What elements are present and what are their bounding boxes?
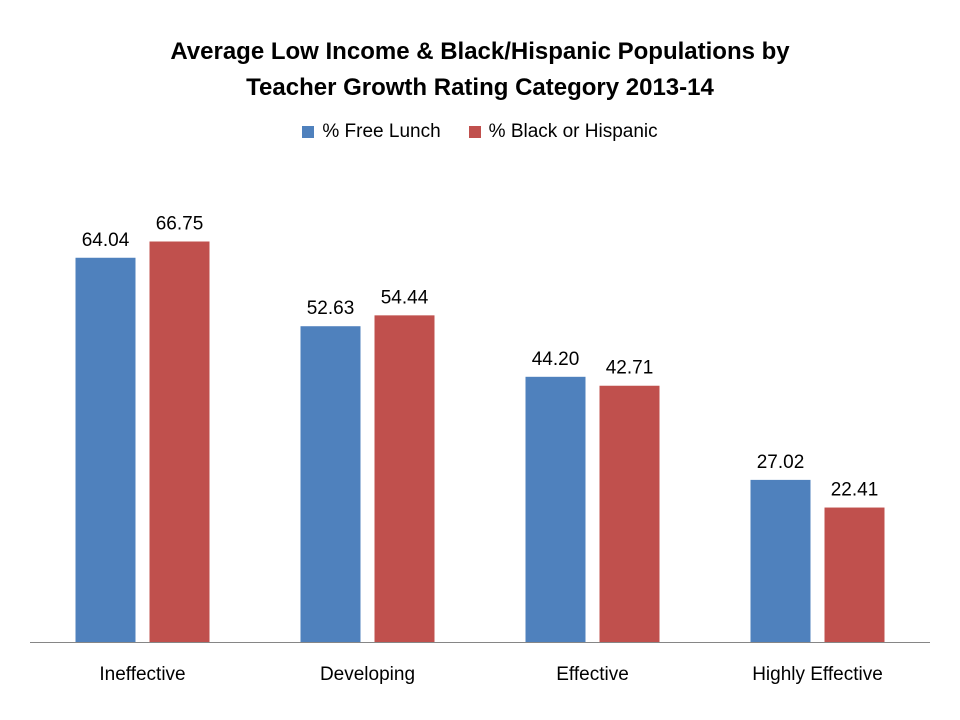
chart-title-line-2: Teacher Growth Rating Category 2013-14 <box>246 74 714 101</box>
bar-ineffective-free-lunch <box>75 257 136 642</box>
chart-title-line-1: Average Low Income & Black/Hispanic Popu… <box>170 38 790 65</box>
legend-label-free-lunch: % Free Lunch <box>322 121 441 142</box>
x-tick-label-highly-effective: Highly Effective <box>752 664 883 685</box>
data-label-highly-effective-free-lunch: 27.02 <box>757 452 805 473</box>
legend-swatch-free-lunch <box>302 126 315 138</box>
chart-legend: % Free Lunch % Black or Hispanic <box>0 121 960 143</box>
legend-label-black-hispanic: % Black or Hispanic <box>488 121 658 142</box>
data-label-developing-free-lunch: 52.63 <box>307 298 355 319</box>
legend-item-black-hispanic: % Black or Hispanic <box>468 121 658 143</box>
bar-developing-free-lunch <box>300 326 361 642</box>
data-label-ineffective-black-hispanic: 66.75 <box>156 214 204 235</box>
x-tick-label-effective: Effective <box>556 664 629 685</box>
legend-item-free-lunch: % Free Lunch <box>302 121 441 143</box>
x-tick-label-ineffective: Ineffective <box>99 664 185 685</box>
bar-developing-black-hispanic <box>374 315 435 642</box>
data-label-ineffective-free-lunch: 64.04 <box>82 230 130 251</box>
bar-effective-black-hispanic <box>599 385 660 642</box>
x-tick-label-developing: Developing <box>320 664 415 685</box>
bar-highly-effective-free-lunch <box>750 479 811 642</box>
bar-highly-effective-black-hispanic <box>824 507 885 642</box>
data-label-effective-black-hispanic: 42.71 <box>606 358 654 379</box>
data-label-effective-free-lunch: 44.20 <box>532 349 580 370</box>
data-label-developing-black-hispanic: 54.44 <box>381 287 429 308</box>
data-label-highly-effective-black-hispanic: 22.41 <box>831 480 879 501</box>
bar-effective-free-lunch <box>525 376 586 642</box>
legend-swatch-black-hispanic <box>468 126 481 138</box>
bar-ineffective-black-hispanic <box>149 241 210 642</box>
